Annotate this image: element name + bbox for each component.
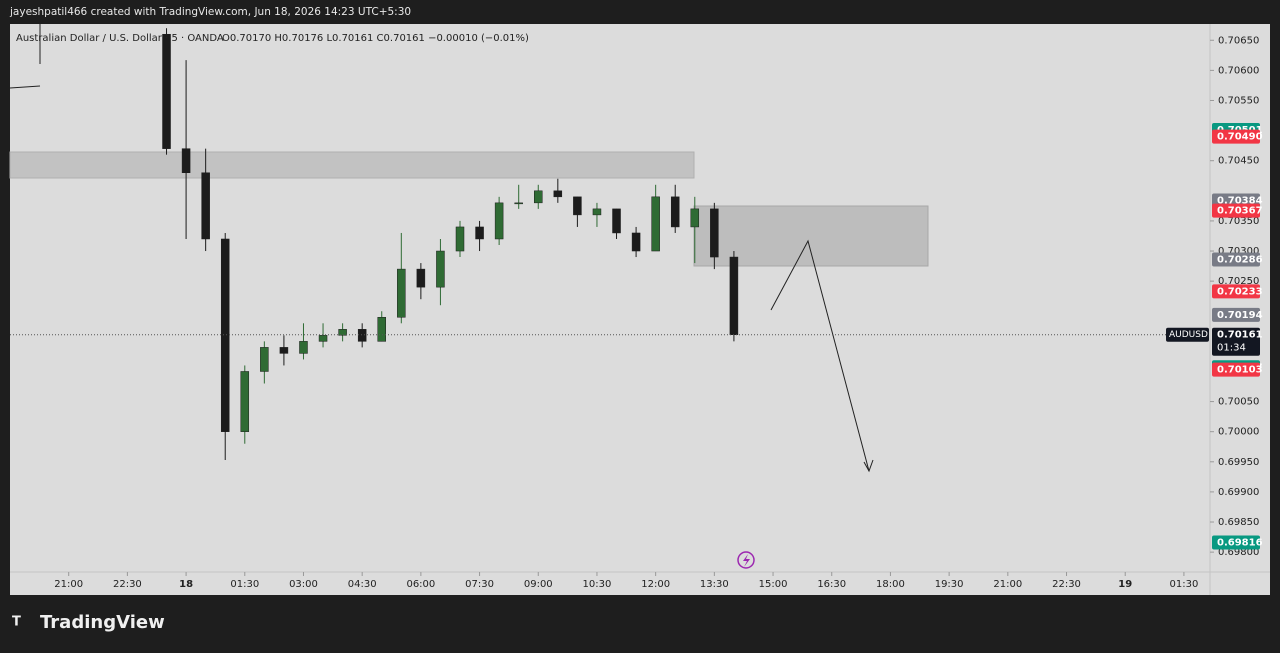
price-tag [1212,362,1260,377]
candle-body [670,196,680,228]
last-price-label: 0.70161 [1217,330,1263,341]
event-icon[interactable] [737,551,755,569]
y-tick-label: 0.70350 [1218,216,1259,227]
candle-body [553,190,563,198]
y-tick-label: 0.69800 [1218,547,1259,558]
price-tag-label: 0.70286 [1217,254,1263,265]
candle-body [455,226,465,252]
last-price-tag [1212,327,1260,356]
y-tick-label: 0.69950 [1218,457,1259,468]
symbol-tag [1166,327,1209,342]
y-tick-label: 0.70250 [1218,276,1259,287]
countdown: 01:34 [1217,343,1246,354]
x-tick-label: 04:30 [348,579,377,590]
y-tick-label: 0.70650 [1218,35,1259,46]
drawing-arrow[interactable] [770,239,870,472]
candle-body [220,238,230,432]
y-tick-label: 0.69900 [1218,487,1259,498]
x-tick-label: 16:30 [817,579,846,590]
x-tick-label: 12:00 [641,579,670,590]
price-tag [1212,535,1260,550]
candle-body [397,268,406,318]
candle-body [279,347,289,354]
y-tick-label: 0.70000 [1218,427,1259,438]
logo-mark: T [12,615,21,630]
price-tag-label: 0.70233 [1217,286,1263,297]
y-tick-label: 0.70050 [1218,397,1259,408]
y-tick-label: 0.70600 [1218,65,1259,76]
candle-body [357,329,367,342]
x-tick-label: 18:00 [876,579,905,590]
candle-body [514,202,523,205]
event-icon-bolt [743,554,750,567]
x-tick-label: 19 [1118,579,1132,590]
x-tick-label: 21:00 [993,579,1022,590]
candle-body [534,190,543,204]
x-tick-label: 22:30 [113,579,142,590]
x-tick-label: 13:30 [700,579,729,590]
x-tick-label: 22:30 [1052,579,1081,590]
x-tick-label: 06:00 [406,579,435,590]
legend-title: Australian Dollar / U.S. Dollar · 5 · OA… [16,33,224,44]
x-tick-label: 18 [179,579,193,590]
price-tag [1212,284,1260,299]
x-tick-label: 07:30 [465,579,494,590]
price-tag [1212,307,1260,322]
symbol-label: AUDUSD [1169,330,1208,340]
candle-body [338,329,347,336]
x-tick-label: 01:30 [230,579,259,590]
candle-body [494,202,504,240]
y-tick-label: 0.69850 [1218,517,1259,528]
zone-rectangle[interactable] [693,205,929,267]
price-tag-label: 0.69816 [1217,537,1263,548]
y-tick-label: 0.70550 [1218,95,1259,106]
x-tick-label: 15:00 [759,579,788,590]
price-tag [1212,203,1260,218]
price-tag-label: 0.70194 [1217,310,1263,321]
y-tick-label: 0.70300 [1218,246,1259,257]
price-tag-label: 0.70103 [1217,365,1263,376]
candle-body [690,208,700,228]
candle-body [240,371,250,432]
brand: TradingView [40,612,165,633]
candle-body [377,317,386,342]
x-tick-label: 21:00 [54,579,83,590]
x-tick-label: 19:30 [935,579,964,590]
x-tick-label: 09:00 [524,579,553,590]
candle-body [729,256,739,335]
price-tag-label: 0.70384 [1217,195,1263,206]
legend-values: O0.70170 H0.70176 L0.70161 C0.70161 −0.0… [222,33,529,44]
price-tag-label: 0.70367 [1217,206,1263,217]
candle-body [436,250,445,288]
candle-body [592,208,602,216]
candle-body [318,335,328,342]
candle-body [260,347,269,372]
candle-body [612,208,621,234]
price-tag-label: 0.70490 [1217,132,1263,143]
price-tag [1212,252,1260,267]
candle-body [299,341,308,354]
arrow-head [863,459,874,473]
x-tick-label: 01:30 [1169,579,1198,590]
candle-body [475,226,484,240]
drawing-line[interactable] [9,85,41,89]
zone-rectangle[interactable] [9,151,695,179]
candle-body [651,196,660,252]
candle-body [710,208,719,258]
candle-body [631,232,641,252]
candle-body [573,196,582,216]
candle-body [181,148,191,173]
x-tick-label: 03:00 [289,579,318,590]
y-tick-label: 0.70450 [1218,156,1259,167]
candle-body [162,33,171,149]
chart-area [10,24,1270,595]
header-text: jayeshpatil466 created with TradingView.… [9,6,411,18]
candle-body [416,268,426,288]
candle-body [201,172,210,240]
x-tick-label: 10:30 [583,579,612,590]
price-tag [1212,129,1260,144]
